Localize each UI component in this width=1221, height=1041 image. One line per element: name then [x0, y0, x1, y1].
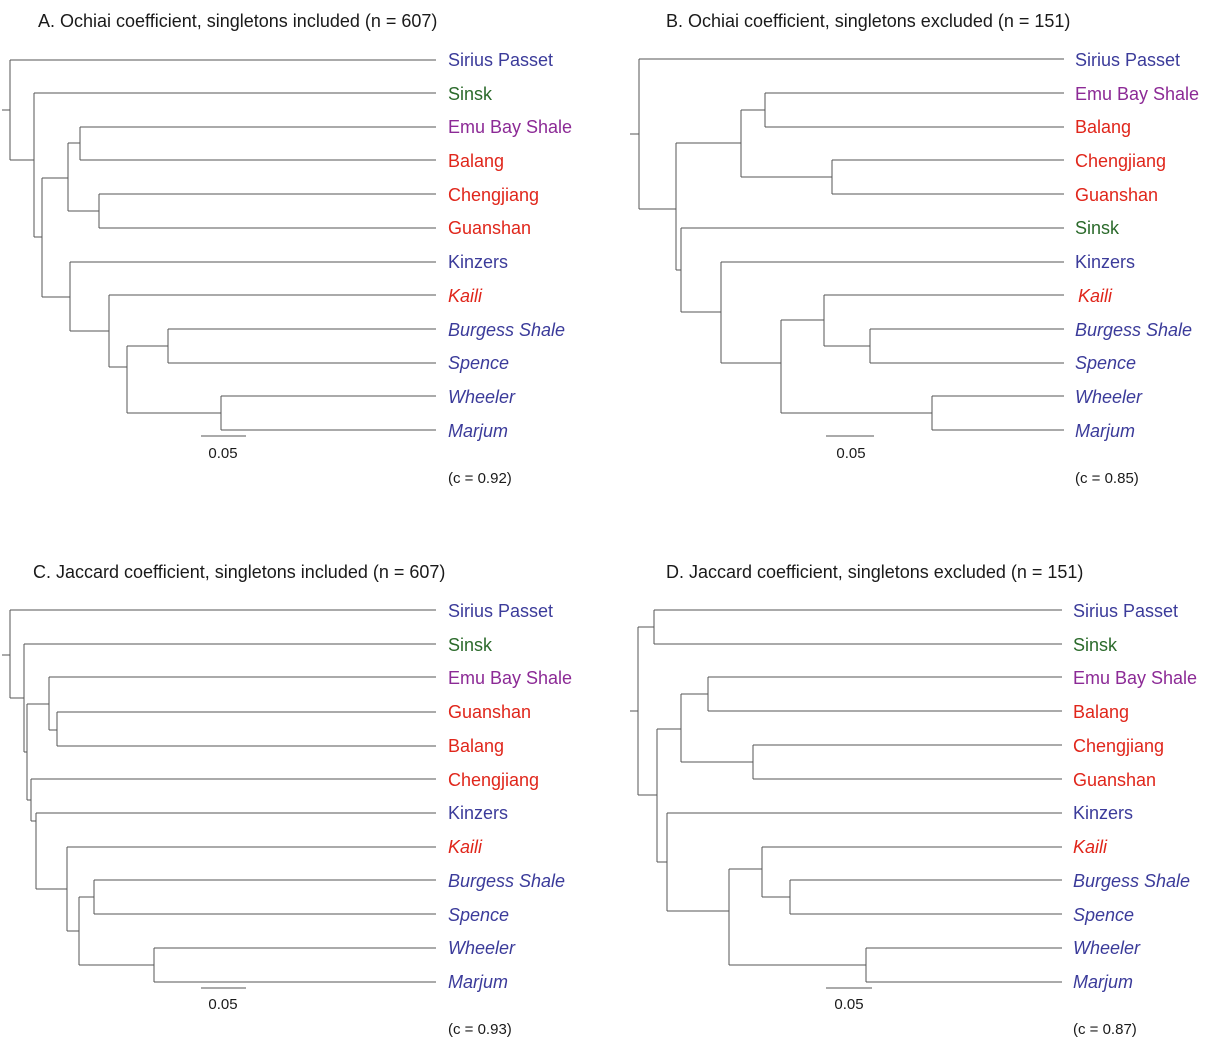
panel-a-cophenetic: (c = 0.92)	[448, 470, 512, 487]
panel-d: D. Jaccard coefficient, singletons exclu…	[630, 562, 1197, 1038]
panel-d-scale-label: 0.05	[834, 996, 863, 1013]
panel-c-leaf-8: Kaili	[448, 837, 483, 857]
panel-b-leaf-3: Balang	[1075, 117, 1131, 137]
panel-b-leaf-5: Guanshan	[1075, 185, 1158, 205]
panel-d-title: D. Jaccard coefficient, singletons exclu…	[666, 562, 1083, 582]
panel-d-cophenetic: (c = 0.87)	[1073, 1021, 1137, 1038]
panel-a-tree	[2, 59, 436, 431]
panel-a-title: A. Ochiai coefficient, singletons includ…	[38, 11, 437, 31]
panel-a-leaf-12: Marjum	[448, 421, 508, 441]
panel-b-tree	[630, 58, 1064, 431]
panel-b-leaf-6: Sinsk	[1075, 218, 1120, 238]
panel-a-leaf-1: Sirius Passet	[448, 50, 553, 70]
panel-b-title: B. Ochiai coefficient, singletons exclud…	[666, 11, 1070, 31]
panel-c-leaf-5: Balang	[448, 736, 504, 756]
panel-d-tree	[630, 609, 1062, 983]
panel-d-leaf-3: Emu Bay Shale	[1073, 668, 1197, 688]
panel-b-leaf-2: Emu Bay Shale	[1075, 84, 1199, 104]
panel-b-leaf-1: Sirius Passet	[1075, 50, 1180, 70]
panel-c-leaf-6: Chengjiang	[448, 770, 539, 790]
panel-d-leaf-11: Wheeler	[1073, 938, 1141, 958]
panel-a: A. Ochiai coefficient, singletons includ…	[2, 11, 572, 487]
panel-b: B. Ochiai coefficient, singletons exclud…	[630, 11, 1199, 487]
panel-c-leaf-4: Guanshan	[448, 702, 531, 722]
panel-c-title: C. Jaccard coefficient, singletons inclu…	[33, 562, 445, 582]
panel-a-leaf-8: Kaili	[448, 286, 483, 306]
panel-c-cophenetic: (c = 0.93)	[448, 1021, 512, 1038]
panel-a-leaf-3: Emu Bay Shale	[448, 117, 572, 137]
panel-b-leaf-4: Chengjiang	[1075, 151, 1166, 171]
panel-b-leaf-10: Spence	[1075, 353, 1136, 373]
panel-b-leaf-11: Wheeler	[1075, 387, 1143, 407]
panel-d-leaf-1: Sirius Passet	[1073, 601, 1178, 621]
panel-c-leaf-12: Marjum	[448, 972, 508, 992]
panel-a-leaf-5: Chengjiang	[448, 185, 539, 205]
panel-a-scale-label: 0.05	[208, 445, 237, 462]
panel-b-leaf-7: Kinzers	[1075, 252, 1135, 272]
panel-c-leaf-7: Kinzers	[448, 803, 508, 823]
panel-a-leaf-labels: Sirius Passet Sinsk Emu Bay Shale Balang…	[448, 50, 572, 441]
panel-b-scale-label: 0.05	[836, 445, 865, 462]
panel-c-leaf-2: Sinsk	[448, 635, 493, 655]
panel-c-leaf-3: Emu Bay Shale	[448, 668, 572, 688]
panel-a-leaf-4: Balang	[448, 151, 504, 171]
panel-b-leaf-9: Burgess Shale	[1075, 320, 1192, 340]
panel-b-leaf-12: Marjum	[1075, 421, 1135, 441]
panel-b-leaf-labels: Sirius Passet Emu Bay Shale Balang Cheng…	[1075, 50, 1199, 441]
panel-d-leaf-7: Kinzers	[1073, 803, 1133, 823]
panel-c: C. Jaccard coefficient, singletons inclu…	[2, 562, 572, 1038]
panel-c-leaf-9: Burgess Shale	[448, 871, 565, 891]
panel-b-cophenetic: (c = 0.85)	[1075, 470, 1139, 487]
panel-a-leaf-7: Kinzers	[448, 252, 508, 272]
panel-c-leaf-labels: Sirius Passet Sinsk Emu Bay Shale Guansh…	[448, 601, 572, 992]
panel-d-leaf-12: Marjum	[1073, 972, 1133, 992]
panel-a-leaf-10: Spence	[448, 353, 509, 373]
panel-d-leaf-9: Burgess Shale	[1073, 871, 1190, 891]
panel-a-leaf-2: Sinsk	[448, 84, 493, 104]
panel-c-tree	[2, 609, 436, 983]
panel-d-leaf-labels: Sirius Passet Sinsk Emu Bay Shale Balang…	[1073, 601, 1197, 992]
panel-a-leaf-6: Guanshan	[448, 218, 531, 238]
panel-d-leaf-5: Chengjiang	[1073, 736, 1164, 756]
panel-c-leaf-11: Wheeler	[448, 938, 516, 958]
panel-d-leaf-2: Sinsk	[1073, 635, 1118, 655]
panel-a-leaf-9: Burgess Shale	[448, 320, 565, 340]
panel-b-leaf-8: Kaili	[1078, 286, 1113, 306]
panel-d-leaf-4: Balang	[1073, 702, 1129, 722]
panel-a-leaf-11: Wheeler	[448, 387, 516, 407]
panel-d-leaf-10: Spence	[1073, 905, 1134, 925]
panel-c-leaf-10: Spence	[448, 905, 509, 925]
panel-d-leaf-6: Guanshan	[1073, 770, 1156, 790]
panel-c-scale-label: 0.05	[208, 996, 237, 1013]
panel-d-leaf-8: Kaili	[1073, 837, 1108, 857]
panel-c-leaf-1: Sirius Passet	[448, 601, 553, 621]
